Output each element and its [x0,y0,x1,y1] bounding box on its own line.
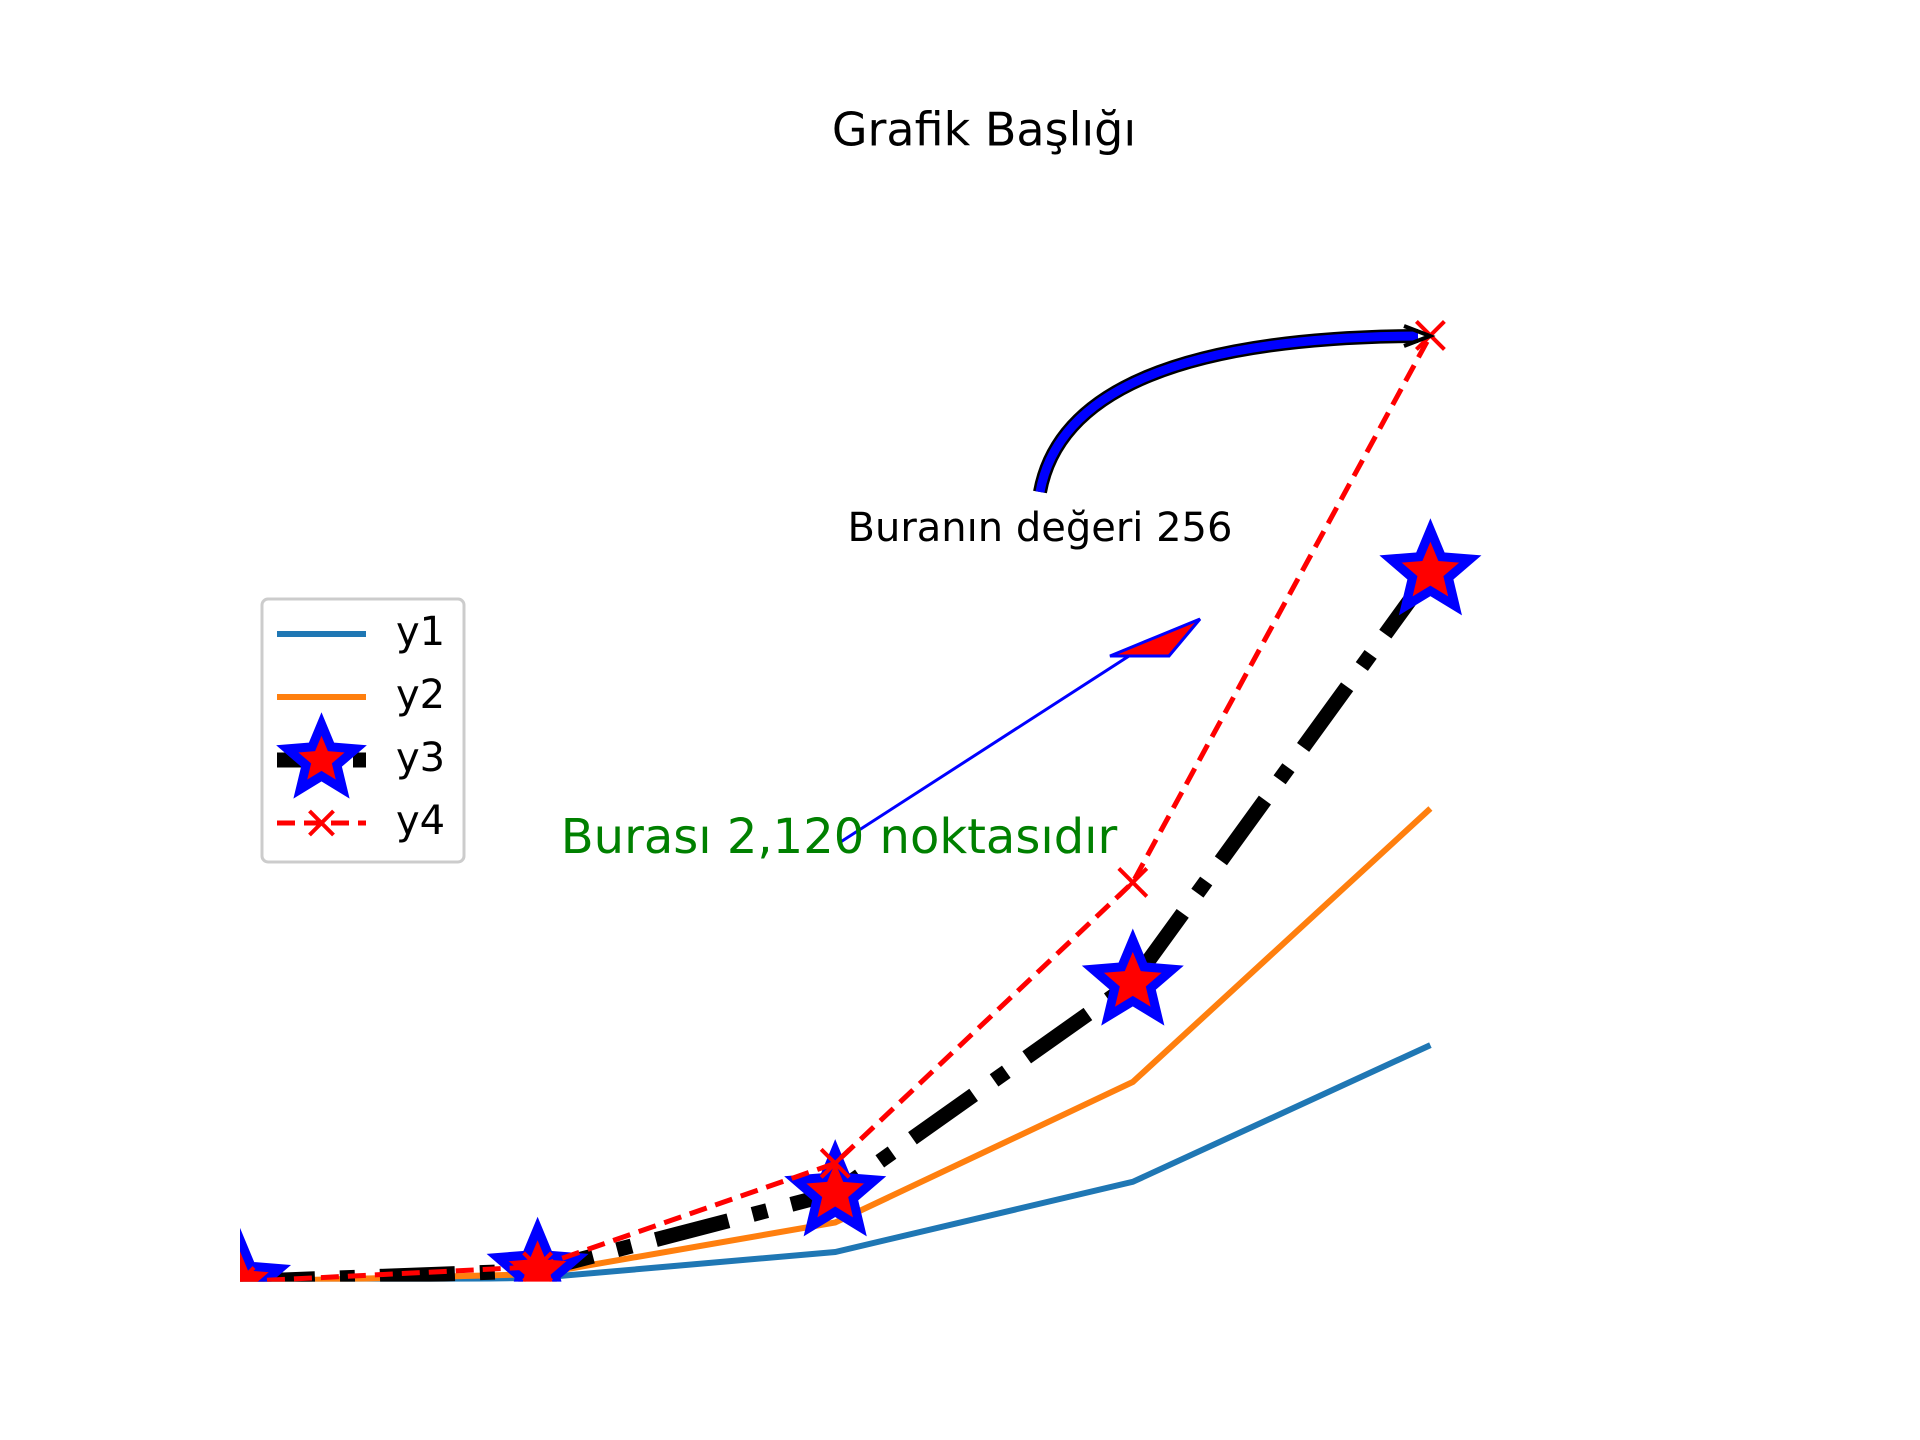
arrow-outline [1033,329,1419,494]
plot-area [240,320,1482,1282]
legend-marker [308,809,335,837]
chart-title: Grafik Başlığı [832,103,1136,157]
annotations [838,324,1436,845]
legend-marker [276,712,367,799]
marker [522,1251,554,1282]
marker [240,1227,292,1282]
annotation-text: Burası 2,120 noktasıdır [561,809,1118,865]
legend-box [260,597,466,864]
legend-label: y2 [396,672,445,718]
arrow-line [838,634,1161,845]
legend-label: y4 [396,798,445,844]
arrow-head [1403,324,1436,348]
annotation-text: Buranın değeri 256 [848,505,1233,551]
marker [819,1147,851,1179]
marker [1379,518,1482,616]
marker [1117,867,1149,898]
marker [784,1139,887,1237]
series-line [240,334,1433,1282]
legend: y1 y2 y3 y4 [260,597,466,864]
arrow-body [1035,331,1419,493]
legend-label: y3 [396,735,445,781]
legend-label: y1 [396,609,445,655]
arrow-wedge [1109,617,1202,658]
marker [1081,928,1184,1026]
marker [240,1266,256,1282]
